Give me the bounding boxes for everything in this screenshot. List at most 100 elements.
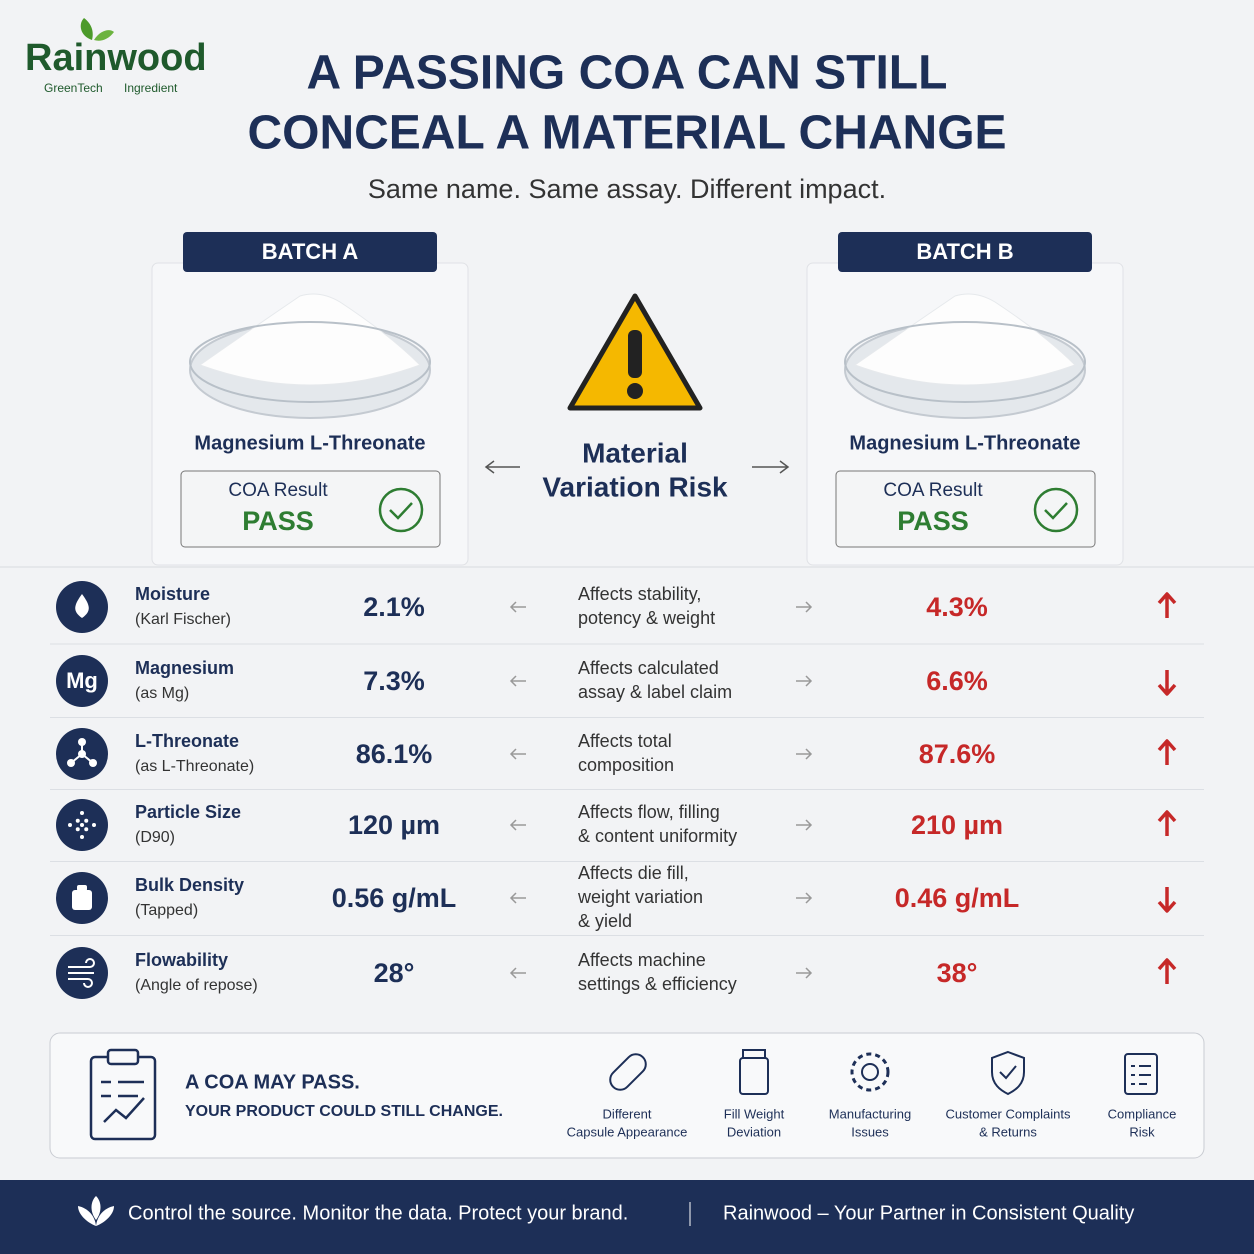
risk-label: Different	[603, 1106, 652, 1121]
risk-icon	[991, 1050, 1025, 1096]
title: A PASSING COA CAN STILL	[307, 47, 948, 100]
powder	[853, 293, 1076, 386]
impact-text: potency & weight	[578, 608, 715, 628]
footer-text: Control the source. Monitor the data. Pr…	[128, 1202, 628, 1224]
parameter-name: Magnesium	[135, 658, 234, 678]
callout-box	[49, 1032, 1205, 1159]
trend-arrow	[1157, 810, 1177, 836]
checklist	[1131, 1065, 1151, 1085]
check-icon	[378, 487, 424, 533]
clipboard-icon	[89, 1048, 157, 1141]
right-arrow	[796, 675, 813, 687]
particle	[84, 827, 89, 832]
left-arrow	[509, 601, 526, 613]
warning-icon	[567, 293, 703, 411]
risk-icon	[739, 1049, 769, 1095]
right-arrow	[796, 819, 813, 831]
check-icon	[1033, 487, 1079, 533]
row-icon: Mg	[56, 655, 108, 707]
right-arrow	[796, 748, 813, 760]
row-icon	[56, 872, 108, 924]
particle	[80, 823, 84, 827]
particle	[84, 818, 89, 823]
impact-text: assay & label claim	[578, 682, 732, 702]
right-arrow	[796, 601, 813, 613]
gear	[850, 1052, 890, 1092]
risk-label: Deviation	[727, 1124, 781, 1139]
impact-text: weight variation	[577, 887, 703, 907]
result-box	[180, 470, 441, 548]
left-arrow	[509, 892, 526, 904]
dish-rim	[844, 321, 1086, 403]
atom	[78, 750, 86, 758]
dish-rim	[189, 321, 431, 403]
row-icon	[56, 728, 108, 780]
check-icon	[389, 502, 413, 520]
title: CONCEAL A MATERIAL CHANGE	[247, 107, 1006, 160]
risk-label: Fill Weight	[724, 1106, 785, 1121]
left-arrow	[509, 675, 526, 687]
batch-a-value: 120 µm	[348, 810, 440, 840]
risk-icon	[850, 1052, 890, 1092]
left-arrow	[509, 748, 526, 760]
result: PASS	[242, 506, 314, 536]
parameter-method: (D90)	[135, 829, 175, 846]
impact-text: Affects total	[578, 731, 672, 751]
risk-icon	[609, 1053, 647, 1091]
parameter-name: Particle Size	[135, 802, 241, 822]
batch-label-bg	[183, 232, 437, 272]
drop	[75, 594, 89, 618]
batch-b-value: 38°	[937, 958, 978, 988]
capsule	[609, 1053, 647, 1091]
batch-a-value: 28°	[374, 958, 415, 988]
trend-arrow	[1157, 958, 1177, 984]
particle	[80, 811, 84, 815]
parameter-method: (as Mg)	[135, 685, 189, 702]
subtitle: Same name. Same assay. Different impact.	[368, 174, 886, 204]
batch-label-bg	[838, 232, 1092, 272]
parameter-method: (Angle of repose)	[135, 977, 258, 994]
risk-icon	[1124, 1053, 1158, 1095]
row-icon	[56, 947, 108, 999]
powder	[198, 293, 421, 386]
impact-text: Affects machine	[578, 950, 706, 970]
result-label: COA Result	[228, 480, 328, 501]
batch-b-value: 6.6%	[926, 666, 988, 696]
left-arrow	[509, 967, 526, 979]
check-icon	[1044, 502, 1068, 520]
result-label: COA Result	[883, 480, 983, 501]
weight	[72, 890, 92, 910]
trend-arrow	[1157, 670, 1177, 696]
risk-label: Risk	[1129, 1124, 1155, 1139]
checklist	[1124, 1053, 1158, 1095]
batch-a-value: 7.3%	[363, 666, 425, 696]
row-icon	[56, 799, 108, 851]
impact-text: & yield	[578, 911, 632, 931]
batch-label: BATCH B	[916, 239, 1013, 264]
icon-circle	[56, 655, 108, 707]
result-box	[835, 470, 1096, 548]
footer-icon	[78, 1196, 114, 1226]
shield	[991, 1050, 1025, 1096]
parameter-method: (Karl Fischer)	[135, 611, 231, 628]
impact-text: Affects flow, filling	[578, 802, 720, 822]
result: PASS	[897, 506, 969, 536]
parameter-method: (as L-Threonate)	[135, 758, 254, 775]
particle	[80, 835, 84, 839]
atom	[78, 738, 86, 746]
bottle-cap	[742, 1049, 766, 1059]
logo: Rainwood GreenTech Ingredient	[25, 18, 207, 95]
risk-label: Compliance	[1108, 1106, 1177, 1121]
risk-label: Manufacturing	[829, 1106, 911, 1121]
parameter-name: Flowability	[135, 950, 228, 970]
impact-text: Affects die fill,	[578, 863, 689, 883]
particle	[75, 818, 80, 823]
brand-tagline: GreenTech	[44, 81, 103, 95]
brand-tagline: Ingredient	[124, 81, 178, 95]
risk-label: Material	[582, 437, 688, 468]
icon-label: Mg	[66, 668, 98, 693]
impact-text: & content uniformity	[578, 826, 737, 846]
callout-text: YOUR PRODUCT COULD STILL CHANGE.	[185, 1103, 503, 1120]
product-name: Magnesium L-Threonate	[849, 432, 1080, 454]
impact-text: composition	[578, 755, 674, 775]
